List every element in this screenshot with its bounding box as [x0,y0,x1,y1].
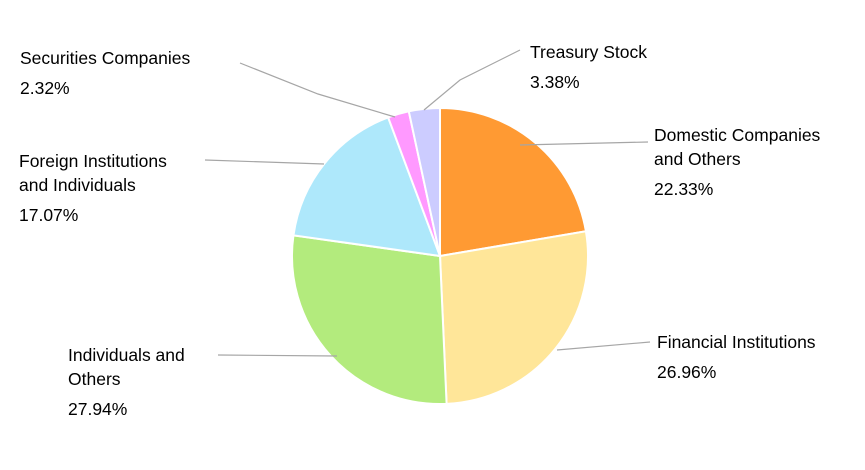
slice-percent: 26.96% [657,362,717,382]
slice-label-domestic-companies: Domestic Companies and Others 22.33% [654,123,820,201]
slice-label-individuals: Individuals and Others 27.94% [68,343,185,421]
leader-line-financial-institutions [556,341,651,351]
leader-lines [204,49,651,357]
leader-line-treasury-stock [423,49,521,111]
slice-name-line: and Others [654,149,741,169]
slice-name-line: Foreign Institutions [19,151,167,171]
slice-percent: 27.94% [68,399,128,419]
pie-slice-foreign-institutions [292,116,442,258]
leader-line-foreign-institutions [204,159,325,165]
leader-line-individuals [217,354,338,357]
leader-line-securities-companies [239,62,396,118]
slice-name-line: Individuals and [68,345,185,365]
slice-percent: 2.32% [20,78,70,98]
pie-slices [291,106,589,405]
pie-slice-domestic-companies [439,106,588,258]
slice-percent: 17.07% [19,205,79,225]
pie-slice-financial-institutions [438,230,589,405]
pie-slice-individuals [291,234,448,405]
slice-percent: 3.38% [530,72,580,92]
slice-name-line: Financial Institutions [657,332,816,352]
slice-name-line: Securities Companies [20,48,191,68]
slice-percent: 22.33% [654,179,714,199]
slice-name-line: and Individuals [19,175,136,195]
slice-label-securities-companies: Securities Companies 2.32% [20,46,190,100]
slice-label-financial-institutions: Financial Institutions 26.96% [657,330,816,384]
slice-name-line: Others [68,369,121,389]
slice-name-line: Treasury Stock [530,42,648,62]
slice-label-treasury-stock: Treasury Stock 3.38% [530,40,647,94]
slice-label-foreign-institutions: Foreign Institutions and Individuals 17.… [19,149,167,227]
slice-name-line: Domestic Companies [654,125,821,145]
leader-line-domestic-companies [519,141,649,146]
pie-slice-treasury-stock [407,106,441,257]
